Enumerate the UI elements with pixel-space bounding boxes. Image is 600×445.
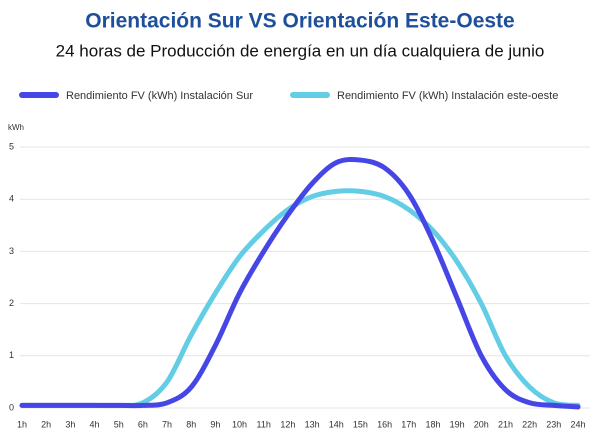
x-tick-label: 19h xyxy=(450,419,465,429)
series-line xyxy=(19,156,581,410)
y-tick-label: 3 xyxy=(9,246,14,256)
legend-label: Rendimiento FV (kWh) Instalación este-oe… xyxy=(337,90,558,102)
x-tick-label: 1h xyxy=(17,419,27,429)
x-tick-label: 2h xyxy=(41,419,51,429)
x-tick-label: 5h xyxy=(114,419,124,429)
x-tick-label: 22h xyxy=(522,419,537,429)
x-tick-label: 16h xyxy=(377,419,392,429)
x-tick-label: 11h xyxy=(257,419,271,429)
y-tick-label: 4 xyxy=(9,194,14,204)
y-tick-label: 5 xyxy=(9,141,14,151)
y-tick-label: 1 xyxy=(9,350,14,360)
x-tick-label: 9h xyxy=(210,419,220,429)
legend-label: Rendimiento FV (kWh) Instalación Sur xyxy=(66,90,253,102)
x-tick-label: 7h xyxy=(162,419,172,429)
x-tick-label: 23h xyxy=(546,419,561,429)
y-axis-label: kWh xyxy=(8,123,24,132)
x-tick-label: 6h xyxy=(138,419,148,429)
x-tick-label: 21h xyxy=(498,419,513,429)
chart-title: Orientación Sur VS Orientación Este-Oest… xyxy=(85,10,514,33)
x-tick-label: 24h xyxy=(570,419,585,429)
x-tick-label: 14h xyxy=(329,419,344,429)
x-tick-label: 3h xyxy=(65,419,75,429)
x-tick-label: 13h xyxy=(305,419,320,429)
x-tick-label: 12h xyxy=(280,419,295,429)
y-tick-label: 0 xyxy=(9,402,14,412)
x-tick-label: 20h xyxy=(474,419,489,429)
x-tick-label: 8h xyxy=(186,419,196,429)
x-tick-label: 4h xyxy=(90,419,100,429)
x-tick-label: 10h xyxy=(232,419,247,429)
chart-subtitle: 24 horas de Producción de energía en un … xyxy=(56,41,545,60)
x-tick-label: 17h xyxy=(401,419,416,429)
x-tick-label: 18h xyxy=(425,419,440,429)
y-tick-label: 2 xyxy=(9,298,14,308)
x-tick-label: 15h xyxy=(353,419,368,429)
